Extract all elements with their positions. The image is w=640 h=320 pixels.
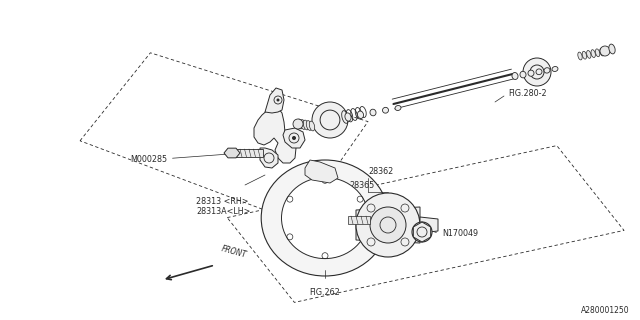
Circle shape bbox=[356, 193, 420, 257]
Bar bbox=[348, 216, 370, 224]
Text: 28365: 28365 bbox=[349, 180, 374, 189]
Ellipse shape bbox=[298, 119, 303, 129]
Ellipse shape bbox=[512, 73, 518, 79]
Circle shape bbox=[292, 136, 296, 140]
Text: 28313A<LH>: 28313A<LH> bbox=[196, 207, 250, 217]
Ellipse shape bbox=[358, 111, 364, 118]
Ellipse shape bbox=[609, 44, 615, 54]
Ellipse shape bbox=[595, 49, 600, 57]
Polygon shape bbox=[283, 128, 305, 148]
Ellipse shape bbox=[282, 177, 369, 259]
Ellipse shape bbox=[261, 160, 389, 276]
Polygon shape bbox=[265, 88, 284, 113]
Text: FIG.280-2: FIG.280-2 bbox=[508, 89, 547, 98]
Text: M000285: M000285 bbox=[130, 153, 240, 164]
Ellipse shape bbox=[520, 71, 526, 78]
Ellipse shape bbox=[383, 107, 388, 113]
Circle shape bbox=[600, 46, 610, 56]
Ellipse shape bbox=[536, 69, 542, 75]
Ellipse shape bbox=[582, 51, 587, 59]
Polygon shape bbox=[413, 222, 431, 242]
Circle shape bbox=[276, 99, 280, 101]
Ellipse shape bbox=[370, 109, 376, 116]
Polygon shape bbox=[356, 207, 420, 243]
Ellipse shape bbox=[309, 121, 315, 131]
Polygon shape bbox=[224, 148, 240, 158]
Text: FRONT: FRONT bbox=[220, 244, 248, 260]
Ellipse shape bbox=[300, 120, 306, 129]
Polygon shape bbox=[260, 148, 278, 168]
Text: FIG.262: FIG.262 bbox=[310, 288, 340, 297]
Circle shape bbox=[370, 207, 406, 243]
Text: 28313 <RH>: 28313 <RH> bbox=[196, 197, 248, 206]
Ellipse shape bbox=[307, 121, 312, 130]
Ellipse shape bbox=[578, 52, 582, 60]
Polygon shape bbox=[254, 108, 296, 163]
Ellipse shape bbox=[544, 68, 550, 73]
Ellipse shape bbox=[303, 120, 308, 130]
Ellipse shape bbox=[587, 51, 591, 58]
Ellipse shape bbox=[345, 113, 351, 121]
Polygon shape bbox=[420, 217, 438, 233]
Ellipse shape bbox=[552, 67, 558, 71]
Bar bbox=[235, 149, 263, 157]
Circle shape bbox=[293, 119, 303, 129]
Ellipse shape bbox=[395, 106, 401, 110]
Circle shape bbox=[312, 102, 348, 138]
Ellipse shape bbox=[600, 48, 604, 56]
Text: N170049: N170049 bbox=[435, 229, 478, 238]
Circle shape bbox=[412, 222, 432, 242]
Text: 28362: 28362 bbox=[368, 167, 393, 177]
Circle shape bbox=[523, 58, 551, 86]
Ellipse shape bbox=[528, 70, 534, 76]
Ellipse shape bbox=[591, 50, 595, 58]
Text: A280001250: A280001250 bbox=[581, 306, 630, 315]
Polygon shape bbox=[305, 160, 338, 183]
